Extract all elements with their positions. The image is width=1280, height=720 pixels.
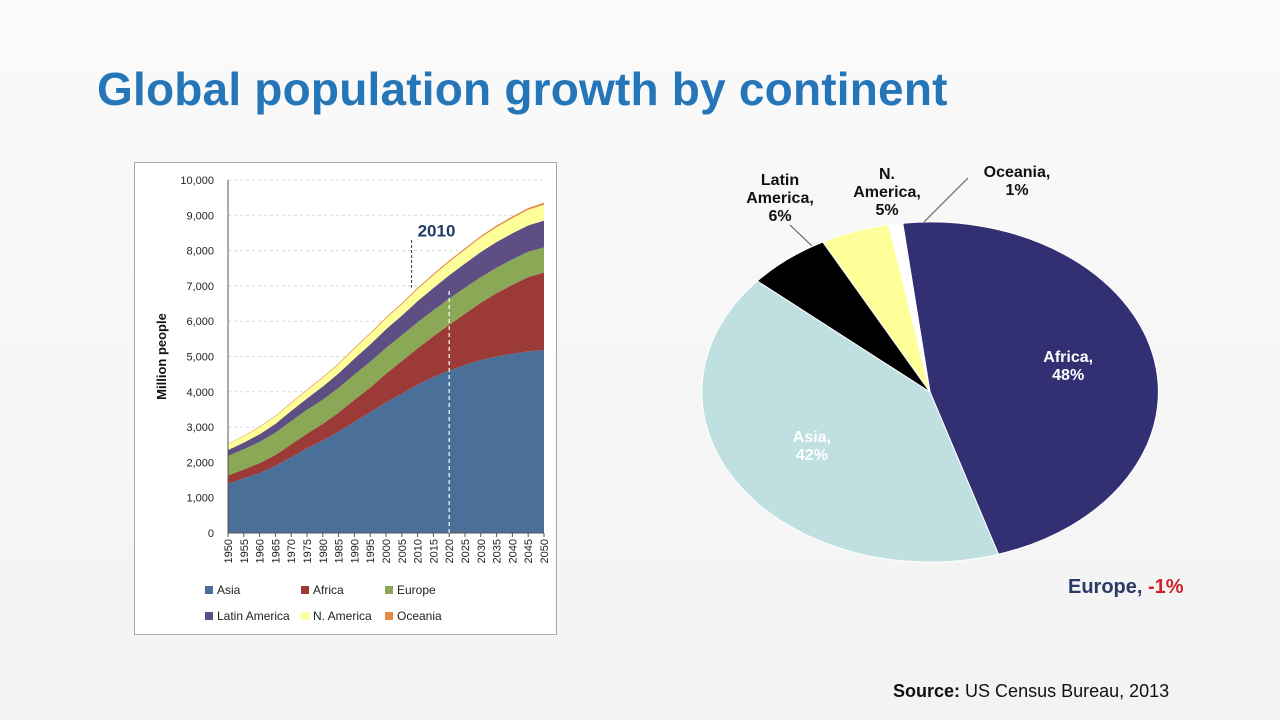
legend-swatch [301,586,309,594]
x-tick-label: 2020 [444,539,456,563]
legend-item-europe: Europe [385,583,436,597]
area-series-asia [228,350,544,533]
x-tick-label: 1995 [365,539,377,563]
y-tick-label: 1,000 [186,493,214,505]
x-tick-label: 1975 [302,539,314,563]
leader-line-latin-america [789,224,813,247]
legend-swatch [385,612,393,620]
legend-label: Europe [397,583,436,597]
pie-slice-oceania [888,222,931,393]
pie-label-n-america: America, [853,184,921,201]
annotation-label: 2010 [418,221,456,240]
pie-label-asia: Asia, [793,429,831,446]
y-tick-label: 5,000 [186,352,214,364]
legend-label: N. America [313,609,372,623]
legend-swatch [205,586,213,594]
x-tick-label: 1960 [255,539,267,563]
x-tick-label: 2005 [397,539,409,563]
legend-item-n-america: N. America [301,609,372,623]
area-series-africa [228,272,544,484]
legend-swatch [301,612,309,620]
x-tick-label: 2025 [460,539,472,563]
source-citation: Source: US Census Bureau, 2013 [893,681,1169,702]
legend-item-oceania: Oceania [385,609,442,623]
x-tick-label: 2010 [413,539,425,563]
y-tick-label: 8,000 [186,246,214,258]
pie-label-africa: 48% [1052,367,1084,384]
y-tick-label: 10,000 [180,175,214,187]
pie-label-latin-america: America, [746,190,814,207]
pie-chart: Africa,48%Asia,42%LatinAmerica,6%N.Ameri… [701,164,1159,563]
y-tick-label: 6,000 [186,316,214,328]
x-tick-label: 1980 [318,539,330,563]
slide-title: Global population growth by continent [97,63,948,115]
area-series-n-america [228,204,544,450]
europe-note-value: -1% [1148,576,1184,598]
x-tick-label: 1990 [349,539,361,563]
x-tick-label: 2045 [523,539,535,563]
x-tick-label: 1965 [270,539,282,563]
y-tick-label: 7,000 [186,281,214,293]
legend-item-latin-america: Latin America [205,609,290,623]
y-tick-label: 3,000 [186,422,214,434]
x-tick-label: 2040 [507,539,519,563]
y-tick-label: 0 [208,528,214,540]
x-tick-label: 1985 [334,539,346,563]
legend-swatch [385,586,393,594]
pie-slice-africa [902,221,1159,555]
x-tick-label: 2030 [476,539,488,563]
pie-slice-asia [701,280,1000,563]
y-tick-label: 4,000 [186,387,214,399]
x-tick-label: 2050 [539,539,551,563]
pie-label-latin-america: 6% [768,208,791,225]
pie-label-asia: 42% [796,447,828,464]
pie-label-n-america: N. [879,166,895,183]
x-tick-label: 2000 [381,539,393,563]
legend-label: Asia [217,583,241,597]
y-tick-label: 9,000 [186,210,214,222]
leader-line-oceania [923,177,969,223]
legend-item-africa: Africa [301,583,344,597]
y-axis-label: Million people [154,313,169,400]
europe-note: Europe, -1% [1068,576,1184,599]
europe-note-name: Europe, [1068,576,1143,598]
pie-label-oceania: Oceania, [984,164,1051,181]
area-series-europe [228,247,544,476]
pie-label-n-america: 5% [875,202,898,219]
source-text: US Census Bureau, 2013 [965,681,1170,701]
area-chart: 0 1,000 2,000 3,000 4,000 5,000 6,000 7,000 8,00… [154,175,551,563]
legend-item-asia: Asia [205,583,240,597]
pie-label-latin-america: Latin [761,172,799,189]
legend-label: Oceania [397,609,442,623]
area-chart-panel: 0 1,000 2,000 3,000 4,000 5,000 6,000 7,000 8,00… [134,162,557,635]
pie-chart-panel: Africa, 48% Asia, 42% Latin America, 6% N. Ameri… [640,150,1260,620]
x-tick-label: 2015 [428,539,440,563]
legend-label: Africa [313,583,344,597]
pie-label-oceania: 1% [1005,182,1028,199]
pie-label-africa: Africa, [1043,349,1093,366]
y-tick-label: 2,000 [186,457,214,469]
legend-swatch [205,612,213,620]
x-tick-label: 1970 [286,539,298,563]
source-label: Source: [893,681,961,701]
x-tick-label: 1950 [223,539,235,563]
x-tick-label: 1955 [239,539,251,563]
x-tick-label: 2035 [492,539,504,563]
area-series-latin-america [228,220,544,456]
legend-label: Latin America [217,609,290,623]
